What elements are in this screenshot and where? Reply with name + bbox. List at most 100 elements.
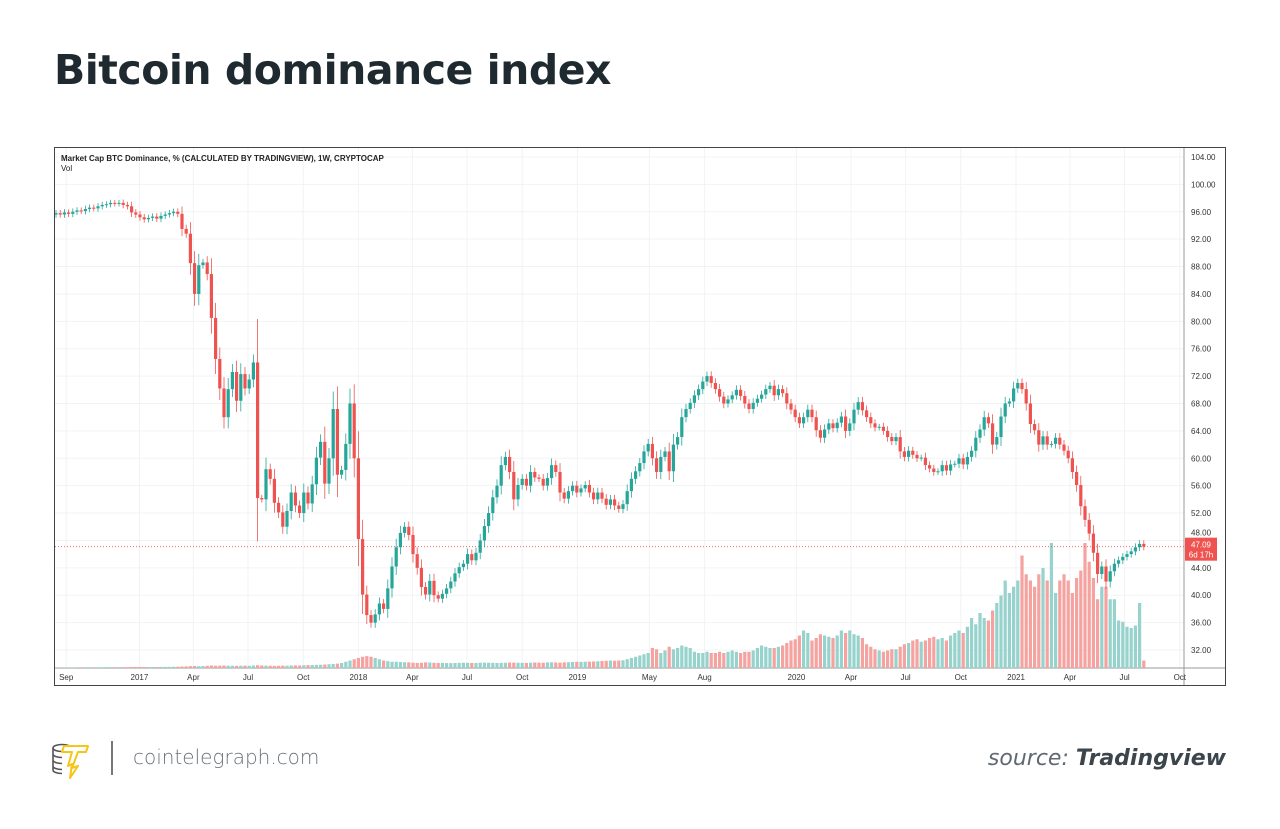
volume-bar: [470, 663, 474, 668]
volume-bar: [264, 665, 268, 668]
volume-bar: [222, 665, 226, 668]
candle-body: [1091, 533, 1095, 553]
candle-body: [415, 554, 419, 568]
x-tick-label: Apr: [1064, 673, 1077, 682]
chart-canvas[interactable]: 104.00 100.00 96.00 92.00 88.00 84.00 80.00 76.…: [55, 148, 1225, 685]
candle-body: [289, 492, 293, 512]
candle-body: [726, 399, 730, 404]
volume-bar: [743, 651, 747, 668]
volume-bar: [965, 626, 969, 668]
volume-bar: [722, 653, 726, 668]
y-tick-label: 72.00: [1191, 372, 1212, 381]
source-name: Tradingview: [1075, 746, 1226, 771]
x-tick-label: 2017: [131, 673, 149, 682]
volume-bar: [55, 667, 58, 668]
volume-bar: [865, 644, 869, 668]
candle-body: [1070, 458, 1074, 472]
volume-bar: [772, 648, 776, 668]
volume-bar: [281, 665, 285, 668]
volume-bar: [491, 662, 495, 668]
candle-body: [634, 471, 638, 479]
volume-bar: [760, 645, 764, 668]
candle-body: [226, 389, 230, 418]
volume-bar: [466, 662, 470, 668]
candle-body: [167, 213, 171, 215]
volume-bar: [457, 662, 461, 668]
volume-bar: [134, 667, 138, 668]
candle-body: [680, 417, 684, 438]
volume-bar: [512, 662, 516, 668]
x-tick-label: Aug: [697, 673, 711, 682]
candle-body: [844, 416, 848, 431]
candle-body: [827, 423, 831, 430]
y-tick-label: 44.00: [1191, 564, 1212, 573]
x-tick-label: 2020: [788, 673, 806, 682]
volume-bar: [629, 658, 633, 668]
volume-bar: [163, 666, 167, 668]
candle-body: [705, 376, 709, 382]
volume-bar: [188, 666, 192, 668]
volume-bar: [1091, 578, 1095, 668]
candle-body: [907, 450, 911, 457]
candle-body: [1142, 543, 1146, 547]
volume-bar: [155, 667, 159, 668]
candle-body: [155, 216, 159, 219]
volume-bar: [319, 664, 323, 668]
candle-body: [970, 450, 974, 457]
site-name[interactable]: cointelegraph.com: [133, 745, 320, 769]
volume-bar: [709, 653, 713, 668]
volume-bar: [214, 665, 218, 668]
candle-body: [428, 580, 432, 595]
x-tick-label: Jul: [243, 673, 253, 682]
volume-bar: [1045, 580, 1049, 668]
page-title: Bitcoin dominance index: [54, 46, 611, 94]
candle-body: [991, 423, 995, 445]
candle-body: [911, 450, 915, 455]
volume-bar: [877, 650, 881, 668]
candle-body: [1079, 484, 1083, 507]
volume-bar: [172, 666, 176, 668]
volume-bar: [869, 646, 873, 668]
volume-bar: [634, 656, 638, 668]
candle-body: [743, 395, 747, 404]
volume-bar: [1096, 599, 1100, 668]
volume-bar: [1016, 580, 1020, 668]
volume-bar: [121, 667, 125, 668]
volume-bar: [550, 662, 554, 668]
candle-body: [558, 471, 562, 493]
candle-body: [361, 539, 365, 595]
candle-body: [932, 468, 936, 472]
candle-body: [314, 457, 318, 485]
candle-body: [856, 402, 860, 410]
volume-bar: [239, 665, 243, 668]
candle-body: [298, 505, 302, 514]
candle-body: [79, 210, 83, 212]
volume-bar: [621, 660, 625, 668]
chart-legend: Market Cap BTC Dominance, % (CALCULATED …: [61, 154, 384, 174]
candle-body: [335, 408, 339, 475]
volume-bar: [533, 662, 537, 668]
candle-body: [629, 478, 633, 492]
volume-bar: [583, 661, 587, 668]
volume-bar: [529, 662, 533, 668]
candle-body: [260, 497, 264, 500]
volume-bar: [205, 665, 209, 668]
candle-body: [541, 478, 545, 486]
volume-bar: [125, 667, 129, 668]
candle-body: [365, 594, 369, 616]
cointelegraph-logo-icon: [52, 743, 89, 779]
candle-body: [571, 485, 575, 492]
y-tick-label: 84.00: [1191, 290, 1212, 299]
volume-bar: [684, 646, 688, 668]
candle-body: [201, 262, 205, 266]
x-tick-label: Sep: [59, 673, 74, 682]
volume-bar: [146, 667, 150, 668]
candle-body: [865, 410, 869, 418]
volume-bar: [306, 665, 310, 668]
volume-bar: [487, 662, 491, 668]
candlestick-chart[interactable]: 104.00 100.00 96.00 92.00 88.00 84.00 80.00 76.…: [54, 147, 1226, 686]
volume-bar: [726, 651, 730, 668]
candle-body: [92, 207, 96, 209]
y-tick-label: 48.00: [1191, 529, 1212, 538]
volume-bar: [575, 661, 579, 668]
